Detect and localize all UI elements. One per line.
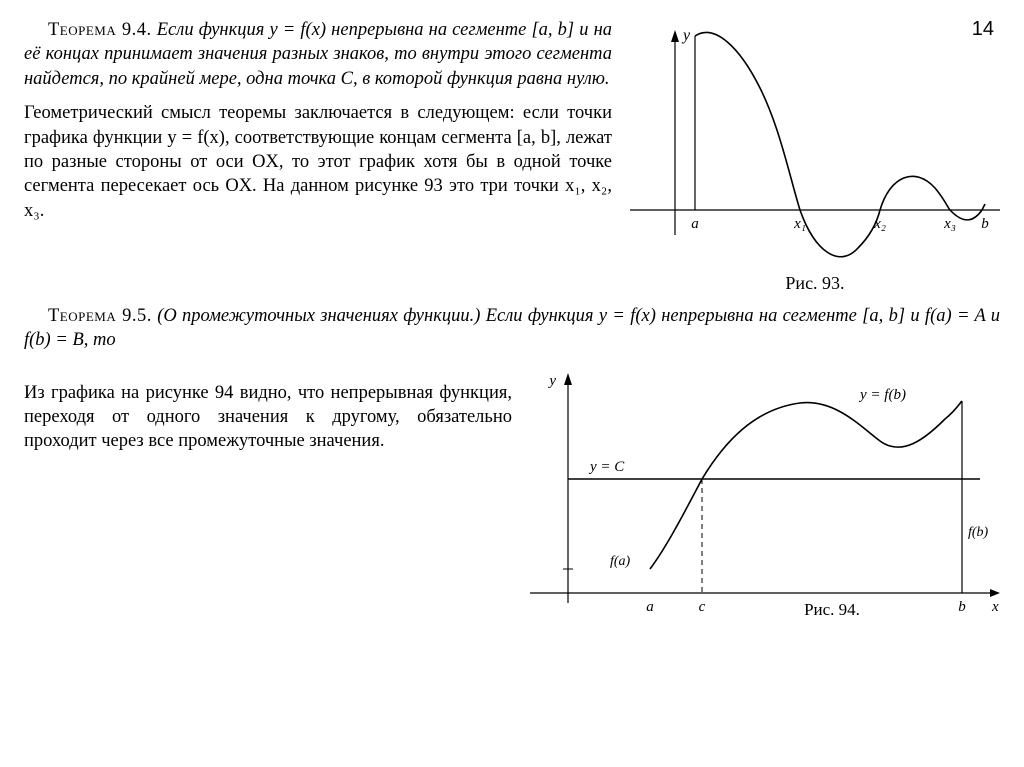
svg-text:b: b xyxy=(981,216,989,232)
svg-text:b: b xyxy=(958,599,966,615)
figure-94: y x y = C y = f(b) f(b) f(a) a c b Рис. 94. xyxy=(530,371,1000,631)
svg-text:x₁: x₁ xyxy=(793,216,806,232)
svg-text:Рис. 94.: Рис. 94. xyxy=(804,600,860,619)
svg-text:y: y xyxy=(547,373,556,389)
figure-93-svg: y a x₁ x₂ x₃ b xyxy=(630,18,1000,268)
figure-93-caption: Рис. 93. xyxy=(630,272,1000,296)
svg-text:a: a xyxy=(646,599,654,615)
block-fig-94: Из графика на рисунке 94 видно, что непр… xyxy=(24,371,1000,631)
svg-text:y: y xyxy=(681,27,691,44)
svg-text:x₃: x₃ xyxy=(943,216,956,232)
svg-text:y = f(b): y = f(b) xyxy=(858,387,906,403)
paragraph-1: Геометрический смысл теоремы заключается… xyxy=(24,101,612,223)
theorem-95-body: (О промежуточных значениях функции.) Есл… xyxy=(24,306,1000,350)
svg-text:f(a): f(a) xyxy=(610,554,631,569)
theorem-94-label: Теорема 9.4. xyxy=(48,20,152,40)
theorem-94: Теорема 9.4. Если функция y = f(x) непре… xyxy=(24,18,612,91)
figure-93: y a x₁ x₂ x₃ b Рис. 93. xyxy=(630,18,1000,296)
svg-text:y = C: y = C xyxy=(588,459,625,475)
theorem-95-label: Теорема 9.5. xyxy=(48,306,152,326)
svg-text:f(b): f(b) xyxy=(968,525,989,540)
svg-text:x: x xyxy=(991,599,999,615)
svg-text:a: a xyxy=(691,216,699,232)
figure-94-svg: y x y = C y = f(b) f(b) f(a) a c b Рис. 94. xyxy=(530,371,1000,631)
block-theorem-94: Теорема 9.4. Если функция y = f(x) непре… xyxy=(24,18,1000,296)
paragraph-2: Из графика на рисунке 94 видно, что непр… xyxy=(24,381,512,454)
theorem-95: Теорема 9.5. (О промежуточных значениях … xyxy=(24,304,1000,353)
page-number: 14 xyxy=(972,16,994,42)
svg-text:c: c xyxy=(699,599,706,615)
svg-text:x₂: x₂ xyxy=(873,216,886,232)
